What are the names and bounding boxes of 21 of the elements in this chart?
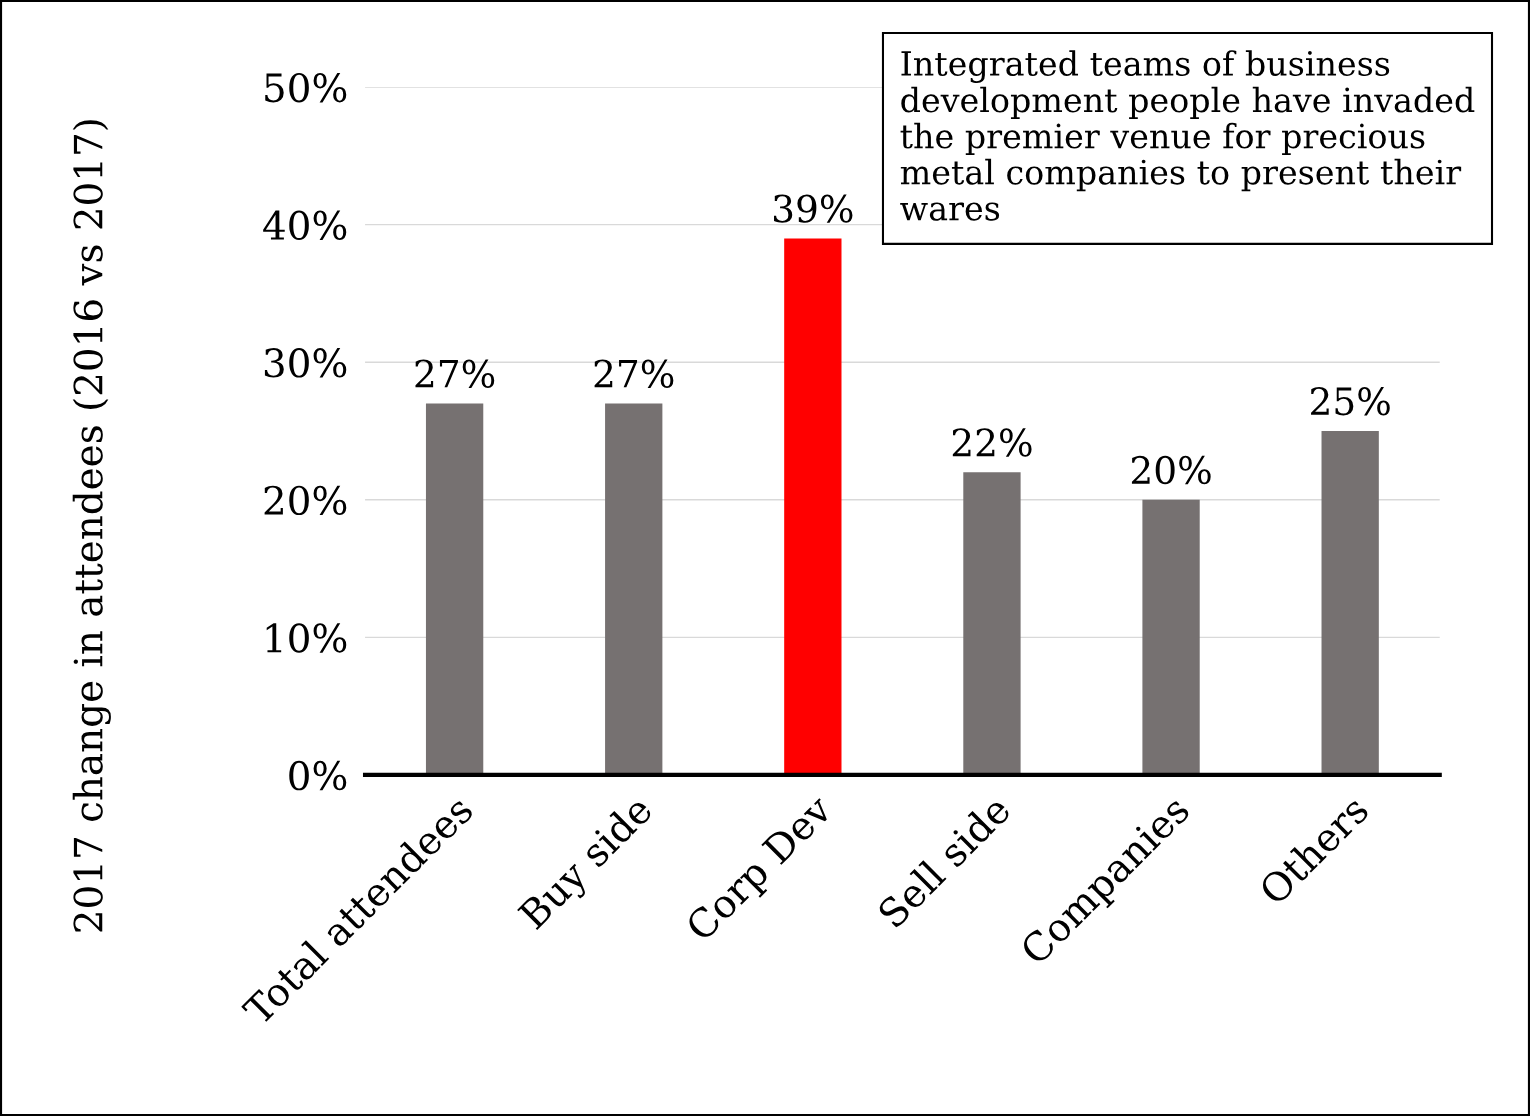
annotation: Integrated teams of business development people have invaded the premier venue for precious metal companies to present their wares xyxy=(900,50,1475,221)
bar xyxy=(963,472,1021,775)
y-tick-label: 10% xyxy=(266,623,347,653)
y-tick-label: 40% xyxy=(263,210,347,240)
data-label: 20% xyxy=(1131,455,1211,485)
bar xyxy=(425,403,484,775)
y-tick-label: 20% xyxy=(264,485,347,516)
y-tick-label: 0% xyxy=(289,760,347,791)
data-label: 25% xyxy=(1311,387,1390,416)
y-tick-label: 30% xyxy=(264,348,347,378)
bar xyxy=(1142,499,1200,775)
bar xyxy=(1321,431,1379,775)
y-axis-title: 2017 change in attendees (2016 vs 2017) xyxy=(72,120,111,932)
data-label: 39% xyxy=(774,194,853,223)
bar xyxy=(784,238,842,775)
bar xyxy=(605,403,663,775)
y-tick-label: 50% xyxy=(265,72,347,103)
data-label: 27% xyxy=(415,359,495,388)
data-label: 22% xyxy=(952,428,1032,457)
x-tick-label: Buy side xyxy=(516,792,660,937)
data-label: 27% xyxy=(594,359,674,388)
